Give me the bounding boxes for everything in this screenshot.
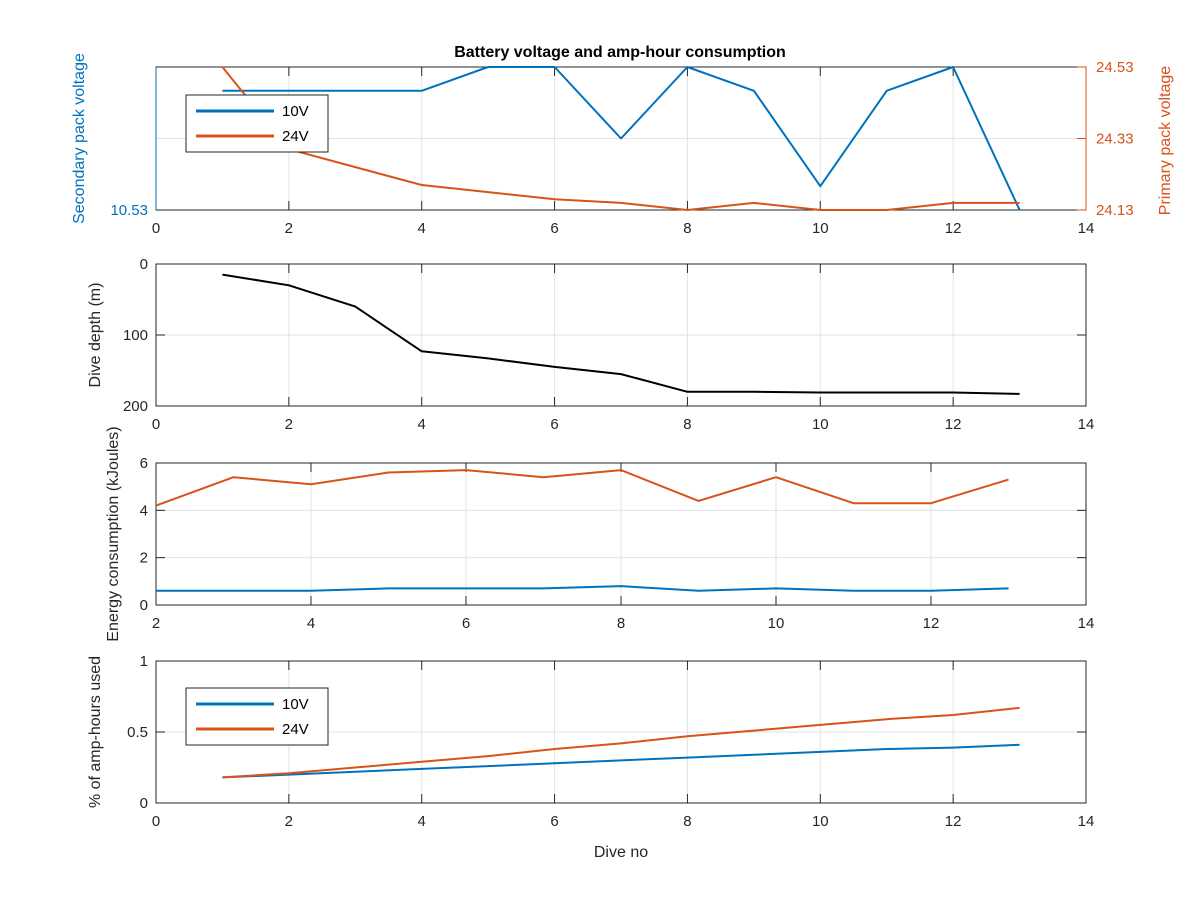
series-group xyxy=(222,273,1020,395)
x-tick-label: 0 xyxy=(152,813,160,830)
y-tick-label: 2 xyxy=(140,550,148,567)
x-tick-label: 2 xyxy=(152,615,160,632)
legend-label: 10V xyxy=(282,103,309,120)
x-tick-label: 8 xyxy=(617,615,625,632)
legend-box xyxy=(185,687,329,746)
y-axis-label: % of amp-hours used xyxy=(87,656,104,808)
x-tick-label: 12 xyxy=(945,220,962,237)
y-tick-label: 1 xyxy=(140,653,148,670)
x-tick-label: 12 xyxy=(945,813,962,830)
x-tick-label: 6 xyxy=(550,220,558,237)
x-tick-label: 0 xyxy=(152,220,160,237)
legend-label: 10V xyxy=(282,696,309,713)
y-tick-label: 0.5 xyxy=(127,724,148,741)
x-tick-label: 4 xyxy=(418,416,426,433)
y-tick-label-right: 24.53 xyxy=(1096,59,1134,76)
figure-title: Battery voltage and amp-hour consumption xyxy=(454,44,786,61)
series-line-series-1 xyxy=(222,273,1020,395)
x-tick-label: 12 xyxy=(945,416,962,433)
y-tick-label: 100 xyxy=(123,327,148,344)
x-tick-label: 12 xyxy=(923,615,940,632)
chart-panel-1: 0 2 4 6 8 10 12 14 10.53 24.13 24.33 24.53 Secondary… xyxy=(71,53,1174,237)
y-tick-label: 0 xyxy=(140,597,148,614)
x-tick-label: 14 xyxy=(1078,813,1095,830)
legend-label: 24V xyxy=(282,128,309,145)
x-tick-label: 14 xyxy=(1078,416,1095,433)
y-tick-label: 4 xyxy=(140,502,148,519)
x-tick-label: 2 xyxy=(285,813,293,830)
x-tick-label: 10 xyxy=(812,220,829,237)
x-tick-label: 2 xyxy=(285,220,293,237)
x-tick-label: 0 xyxy=(152,416,160,433)
y-tick-label: 0 xyxy=(140,256,148,273)
y-tick-label: 200 xyxy=(123,398,148,415)
y-tick-label: 10.53 xyxy=(110,202,148,219)
series-group xyxy=(156,469,1009,592)
y-tick-label: 6 xyxy=(140,455,148,472)
x-tick-label: 10 xyxy=(812,813,829,830)
series-line-24v xyxy=(222,706,1020,779)
y-axis-label-right: Primary pack voltage xyxy=(1157,66,1174,215)
series-line-10v xyxy=(222,743,1020,779)
x-tick-label: 10 xyxy=(768,615,785,632)
chart-panel-4: 0 2 4 6 8 10 12 14 0 0.5 1 % of amp-hours used Dive … xyxy=(87,653,1094,861)
series-line-24v xyxy=(221,66,1020,211)
series-line-series-2 xyxy=(156,585,1009,592)
x-tick-label: 2 xyxy=(285,416,293,433)
x-tick-label: 4 xyxy=(307,615,315,632)
x-tick-label: 8 xyxy=(683,416,691,433)
x-tick-label: 8 xyxy=(683,813,691,830)
legend-label: 24V xyxy=(282,721,309,738)
legend-box xyxy=(185,94,329,153)
x-tick-label: 14 xyxy=(1078,220,1095,237)
x-tick-label: 10 xyxy=(812,416,829,433)
x-tick-label: 14 xyxy=(1078,615,1095,632)
y-tick-label: 0 xyxy=(140,795,148,812)
y-axis-label: Secondary pack voltage xyxy=(71,53,88,224)
x-tick-label: 8 xyxy=(683,220,691,237)
x-tick-label: 6 xyxy=(462,615,470,632)
y-tick-label-right: 24.33 xyxy=(1096,131,1134,148)
chart-panel-2: 0 2 4 6 8 10 12 14 0 100 200 Dive depth (m) xyxy=(87,256,1094,433)
x-tick-label: 4 xyxy=(418,220,426,237)
x-tick-label: 4 xyxy=(418,813,426,830)
series-line-series-1 xyxy=(156,469,1009,507)
x-tick-label: 6 xyxy=(550,416,558,433)
y-axis-label: Energy consumption (kJoules) xyxy=(105,426,122,641)
y-tick-label-right: 24.13 xyxy=(1096,202,1134,219)
x-axis-label: Dive no xyxy=(594,844,648,861)
series-line-10v xyxy=(222,66,1021,211)
series-group xyxy=(221,66,1021,211)
x-tick-label: 6 xyxy=(550,813,558,830)
series-group xyxy=(222,706,1020,779)
y-axis-label: Dive depth (m) xyxy=(87,283,104,388)
